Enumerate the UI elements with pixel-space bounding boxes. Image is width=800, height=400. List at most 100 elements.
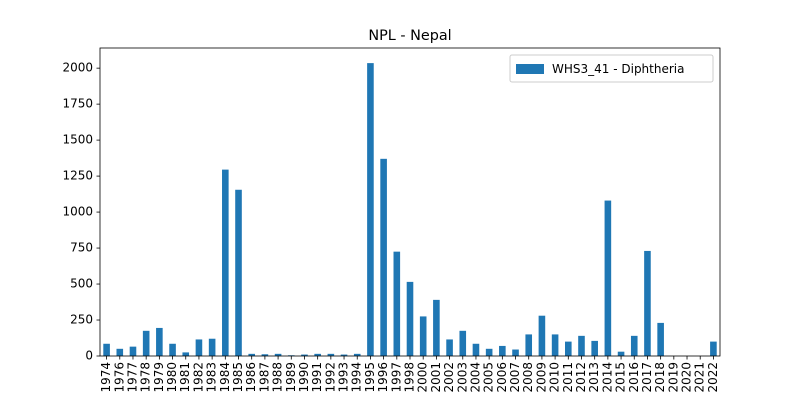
bar-1981 bbox=[182, 352, 190, 356]
legend-label: WHS3_41 - Diphtheria bbox=[552, 62, 684, 76]
x-tick-label-1977: 1977 bbox=[125, 362, 139, 393]
bar-2006 bbox=[499, 345, 506, 356]
bar-1978 bbox=[142, 330, 150, 356]
legend-box bbox=[509, 54, 714, 83]
x-tick-label-1978: 1978 bbox=[139, 362, 153, 393]
x-tick-label-1987: 1987 bbox=[257, 362, 271, 393]
x-tick-label-2002: 2002 bbox=[442, 362, 456, 393]
x-tick-label-2014: 2014 bbox=[600, 362, 614, 393]
bar-2003 bbox=[459, 330, 467, 356]
x-tick-label-1986: 1986 bbox=[244, 362, 258, 393]
y-tick-label-1250: 1250 bbox=[62, 169, 93, 183]
x-tick-label-2012: 2012 bbox=[574, 362, 588, 393]
x-tick-label-1997: 1997 bbox=[389, 362, 403, 393]
x-tick-label-2005: 2005 bbox=[482, 362, 496, 393]
bar-1985 bbox=[235, 189, 242, 356]
x-tick-label-1974: 1974 bbox=[99, 362, 113, 393]
bar-1990 bbox=[301, 354, 308, 356]
x-tick-label-2011: 2011 bbox=[561, 362, 575, 393]
legend-swatch bbox=[516, 64, 544, 74]
legend: WHS3_41 - Diphtheria bbox=[509, 54, 714, 83]
x-tick-label-2016: 2016 bbox=[627, 362, 641, 393]
bar-1980 bbox=[169, 343, 176, 356]
bar-1996 bbox=[380, 158, 387, 356]
x-tick-label-2021: 2021 bbox=[693, 362, 707, 393]
bar-2001 bbox=[433, 299, 440, 356]
bar-2004 bbox=[472, 343, 480, 356]
x-tick-label-2007: 2007 bbox=[508, 362, 522, 393]
bar-1994 bbox=[353, 353, 361, 356]
bar-2000 bbox=[419, 316, 427, 356]
x-tick-label-2013: 2013 bbox=[587, 362, 601, 393]
bar-1997 bbox=[393, 251, 401, 356]
x-tick-label-1995: 1995 bbox=[363, 362, 377, 393]
x-tick-label-1980: 1980 bbox=[165, 362, 179, 393]
bar-2014 bbox=[604, 200, 612, 356]
x-tick-label-2000: 2000 bbox=[416, 362, 430, 393]
bar-2011 bbox=[565, 341, 572, 356]
x-tick-label-1981: 1981 bbox=[178, 362, 192, 393]
bar-1977 bbox=[129, 346, 137, 356]
bar-1988 bbox=[274, 353, 282, 356]
bar-1987 bbox=[261, 354, 269, 356]
bar-2005 bbox=[485, 348, 493, 356]
bar-1974 bbox=[103, 343, 110, 356]
x-tick-label-2022: 2022 bbox=[706, 362, 720, 393]
x-tick-label-1988: 1988 bbox=[271, 362, 285, 393]
x-tick-label-1985: 1985 bbox=[231, 362, 245, 393]
bar-1986 bbox=[248, 353, 255, 356]
bar-1983 bbox=[208, 338, 216, 356]
bar-2009 bbox=[538, 315, 546, 356]
bar-1991 bbox=[314, 353, 321, 356]
plot-frame bbox=[99, 47, 721, 357]
x-tick-label-2020: 2020 bbox=[680, 362, 694, 393]
bar-1984 bbox=[222, 169, 229, 356]
y-tick-label-500: 500 bbox=[70, 277, 93, 291]
bar-1979 bbox=[156, 327, 163, 356]
bar-2010 bbox=[551, 334, 559, 356]
bar-2012 bbox=[578, 335, 585, 356]
y-axis: 0 250 500 750 1000 1250 1500 1750 2000 bbox=[62, 61, 100, 363]
bar-2017 bbox=[644, 250, 651, 356]
x-tick-label-1983: 1983 bbox=[205, 362, 219, 393]
bar-1992 bbox=[327, 353, 335, 356]
x-tick-label-2009: 2009 bbox=[534, 362, 548, 393]
x-tick-label-2015: 2015 bbox=[614, 362, 628, 393]
bar-1995 bbox=[367, 63, 374, 356]
x-tick-label-1989: 1989 bbox=[284, 362, 298, 393]
x-tick-label-2018: 2018 bbox=[653, 362, 667, 393]
bar-2018 bbox=[657, 322, 664, 356]
x-tick-label-1996: 1996 bbox=[376, 362, 390, 393]
bar-2016 bbox=[630, 335, 638, 356]
bar-1976 bbox=[116, 348, 124, 356]
x-tick-label-2004: 2004 bbox=[468, 362, 482, 393]
y-tick-label-0: 0 bbox=[85, 349, 93, 363]
bar-1993 bbox=[340, 354, 348, 356]
bar-2015 bbox=[617, 351, 625, 356]
y-tick-label-1750: 1750 bbox=[62, 97, 93, 111]
x-tick-label-1993: 1993 bbox=[337, 362, 351, 393]
x-tick-label-1992: 1992 bbox=[323, 362, 337, 393]
x-tick-label-2008: 2008 bbox=[521, 362, 535, 393]
x-tick-label-2003: 2003 bbox=[455, 362, 469, 393]
x-tick-label-2006: 2006 bbox=[495, 362, 509, 393]
x-tick-label-2017: 2017 bbox=[640, 362, 654, 393]
y-tick-label-1000: 1000 bbox=[62, 205, 93, 219]
y-tick-label-250: 250 bbox=[70, 313, 93, 327]
x-tick-label-1990: 1990 bbox=[297, 362, 311, 393]
chart-title: NPL - Nepal bbox=[368, 28, 451, 44]
x-tick-label-2001: 2001 bbox=[429, 362, 443, 393]
y-tick-label-750: 750 bbox=[70, 241, 93, 255]
x-axis: 1974 1976 1977 1978 1979 1980 1981 1982 1983 1984… bbox=[99, 356, 720, 393]
x-tick-label-1984: 1984 bbox=[218, 362, 232, 393]
x-tick-label-1976: 1976 bbox=[112, 362, 126, 393]
bar-1998 bbox=[406, 281, 414, 356]
y-tick-label-2000: 2000 bbox=[62, 61, 93, 75]
x-tick-label-1998: 1998 bbox=[403, 362, 417, 393]
x-tick-label-1991: 1991 bbox=[310, 362, 324, 393]
y-tick-label-1500: 1500 bbox=[62, 133, 93, 147]
bar-2002 bbox=[446, 339, 453, 356]
bar-2008 bbox=[525, 334, 533, 356]
bar-1982 bbox=[195, 339, 203, 356]
